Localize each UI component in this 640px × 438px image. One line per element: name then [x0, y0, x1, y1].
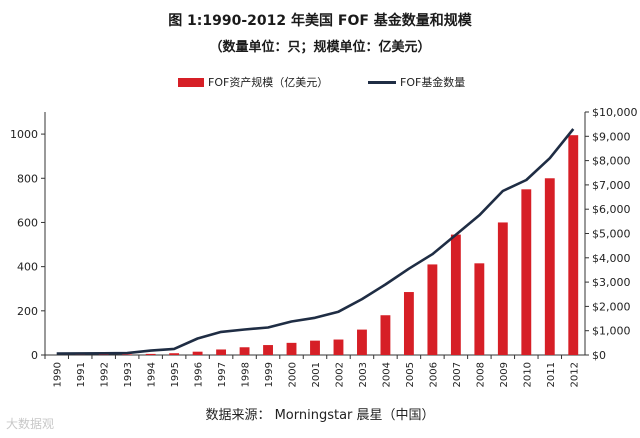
x-tick-label-2002: 2002 — [334, 362, 345, 387]
bar-2011 — [544, 178, 555, 355]
legend-line-swatch — [368, 80, 396, 84]
y-right-tick-label: $10,000 — [592, 106, 638, 119]
bar-2007 — [450, 234, 461, 355]
bar-1995 — [169, 353, 180, 355]
legend-item-line: FOF基金数量 — [368, 72, 465, 92]
y-right-tick-label: $5,000 — [592, 228, 631, 241]
x-tick-label-1993: 1993 — [123, 362, 134, 387]
y-right-tick-label: $2,000 — [592, 300, 631, 313]
y-left-tick-label: 800 — [17, 172, 38, 185]
bar-2004 — [380, 315, 391, 355]
y-right-tick-label: $3,000 — [592, 276, 631, 289]
y-right-tick-label: $1,000 — [592, 325, 631, 338]
bar-2003 — [357, 329, 367, 355]
x-tick-label-2012: 2012 — [569, 362, 580, 387]
watermark-text: 大数据观 — [6, 417, 55, 431]
legend-bar-label: FOF资产规模（亿美元） — [208, 76, 329, 89]
x-tick-label-1991: 1991 — [76, 362, 87, 387]
bar-2009 — [497, 222, 508, 355]
x-tick-label-1995: 1995 — [170, 362, 181, 387]
bar-1996 — [192, 351, 203, 355]
line-series-fof-count — [56, 128, 575, 355]
x-tick-label-1999: 1999 — [264, 362, 275, 387]
bar-1999 — [263, 345, 273, 355]
y-right-tick-label: $4,000 — [592, 252, 631, 265]
bar-1993 — [122, 354, 133, 355]
bar-1997 — [216, 349, 227, 355]
bar-1998 — [239, 347, 250, 355]
bar-2006 — [427, 264, 438, 355]
legend-line-label: FOF基金数量 — [400, 76, 466, 89]
bar-2012 — [568, 135, 579, 355]
source-note: 数据来源： Morningstar 晨星（中国） — [205, 408, 435, 423]
y-left-tick-label: 1000 — [10, 128, 38, 141]
bar-2002 — [333, 339, 344, 355]
x-tick-label-1990: 1990 — [53, 362, 64, 387]
x-tick-label-2003: 2003 — [358, 362, 369, 387]
y-left-tick-label: 600 — [17, 216, 38, 229]
x-tick-label-1994: 1994 — [147, 362, 158, 387]
y-right-tick-label: $0 — [592, 349, 606, 362]
y-left-tick-label: 0 — [31, 349, 38, 362]
x-tick-label-2007: 2007 — [452, 362, 463, 387]
x-tick-label-2006: 2006 — [428, 362, 439, 387]
x-tick-label-2005: 2005 — [405, 362, 416, 387]
legend-bar-swatch — [178, 77, 204, 87]
x-tick-label-2000: 2000 — [288, 362, 299, 387]
bar-2005 — [403, 292, 414, 355]
bar-2001 — [310, 340, 320, 355]
y-left-tick-label: 200 — [17, 305, 38, 318]
bar-2008 — [474, 263, 485, 355]
x-tick-label-1997: 1997 — [217, 362, 228, 387]
y-right-tick-label: $6,000 — [592, 203, 631, 216]
y-right-tick-label: $8,000 — [592, 155, 631, 168]
x-tick-label-2004: 2004 — [381, 362, 392, 387]
x-tick-label-2009: 2009 — [499, 362, 510, 387]
y-right-tick-label: $9,000 — [592, 130, 631, 143]
x-tick-label-1998: 1998 — [241, 362, 252, 387]
x-tick-label-2008: 2008 — [475, 362, 486, 387]
x-tick-label-2010: 2010 — [522, 362, 533, 387]
chart-subtitle: （数量单位：只；规模单位：亿美元） — [209, 40, 431, 55]
bar-2010 — [521, 189, 532, 355]
x-tick-label-2011: 2011 — [546, 362, 557, 387]
bar-2000 — [286, 342, 297, 355]
x-tick-label-1992: 1992 — [100, 362, 111, 387]
chart-title: 图 1:1990-2012 年美国 FOF 基金数量和规模 — [168, 13, 472, 29]
x-tick-label-2001: 2001 — [311, 362, 322, 387]
y-right-tick-label: $7,000 — [592, 179, 631, 192]
legend-item-bar: FOF资产规模（亿美元） — [178, 72, 328, 92]
x-tick-label-1996: 1996 — [194, 362, 205, 387]
y-left-tick-label: 400 — [17, 261, 38, 274]
bar-1994 — [145, 353, 156, 355]
